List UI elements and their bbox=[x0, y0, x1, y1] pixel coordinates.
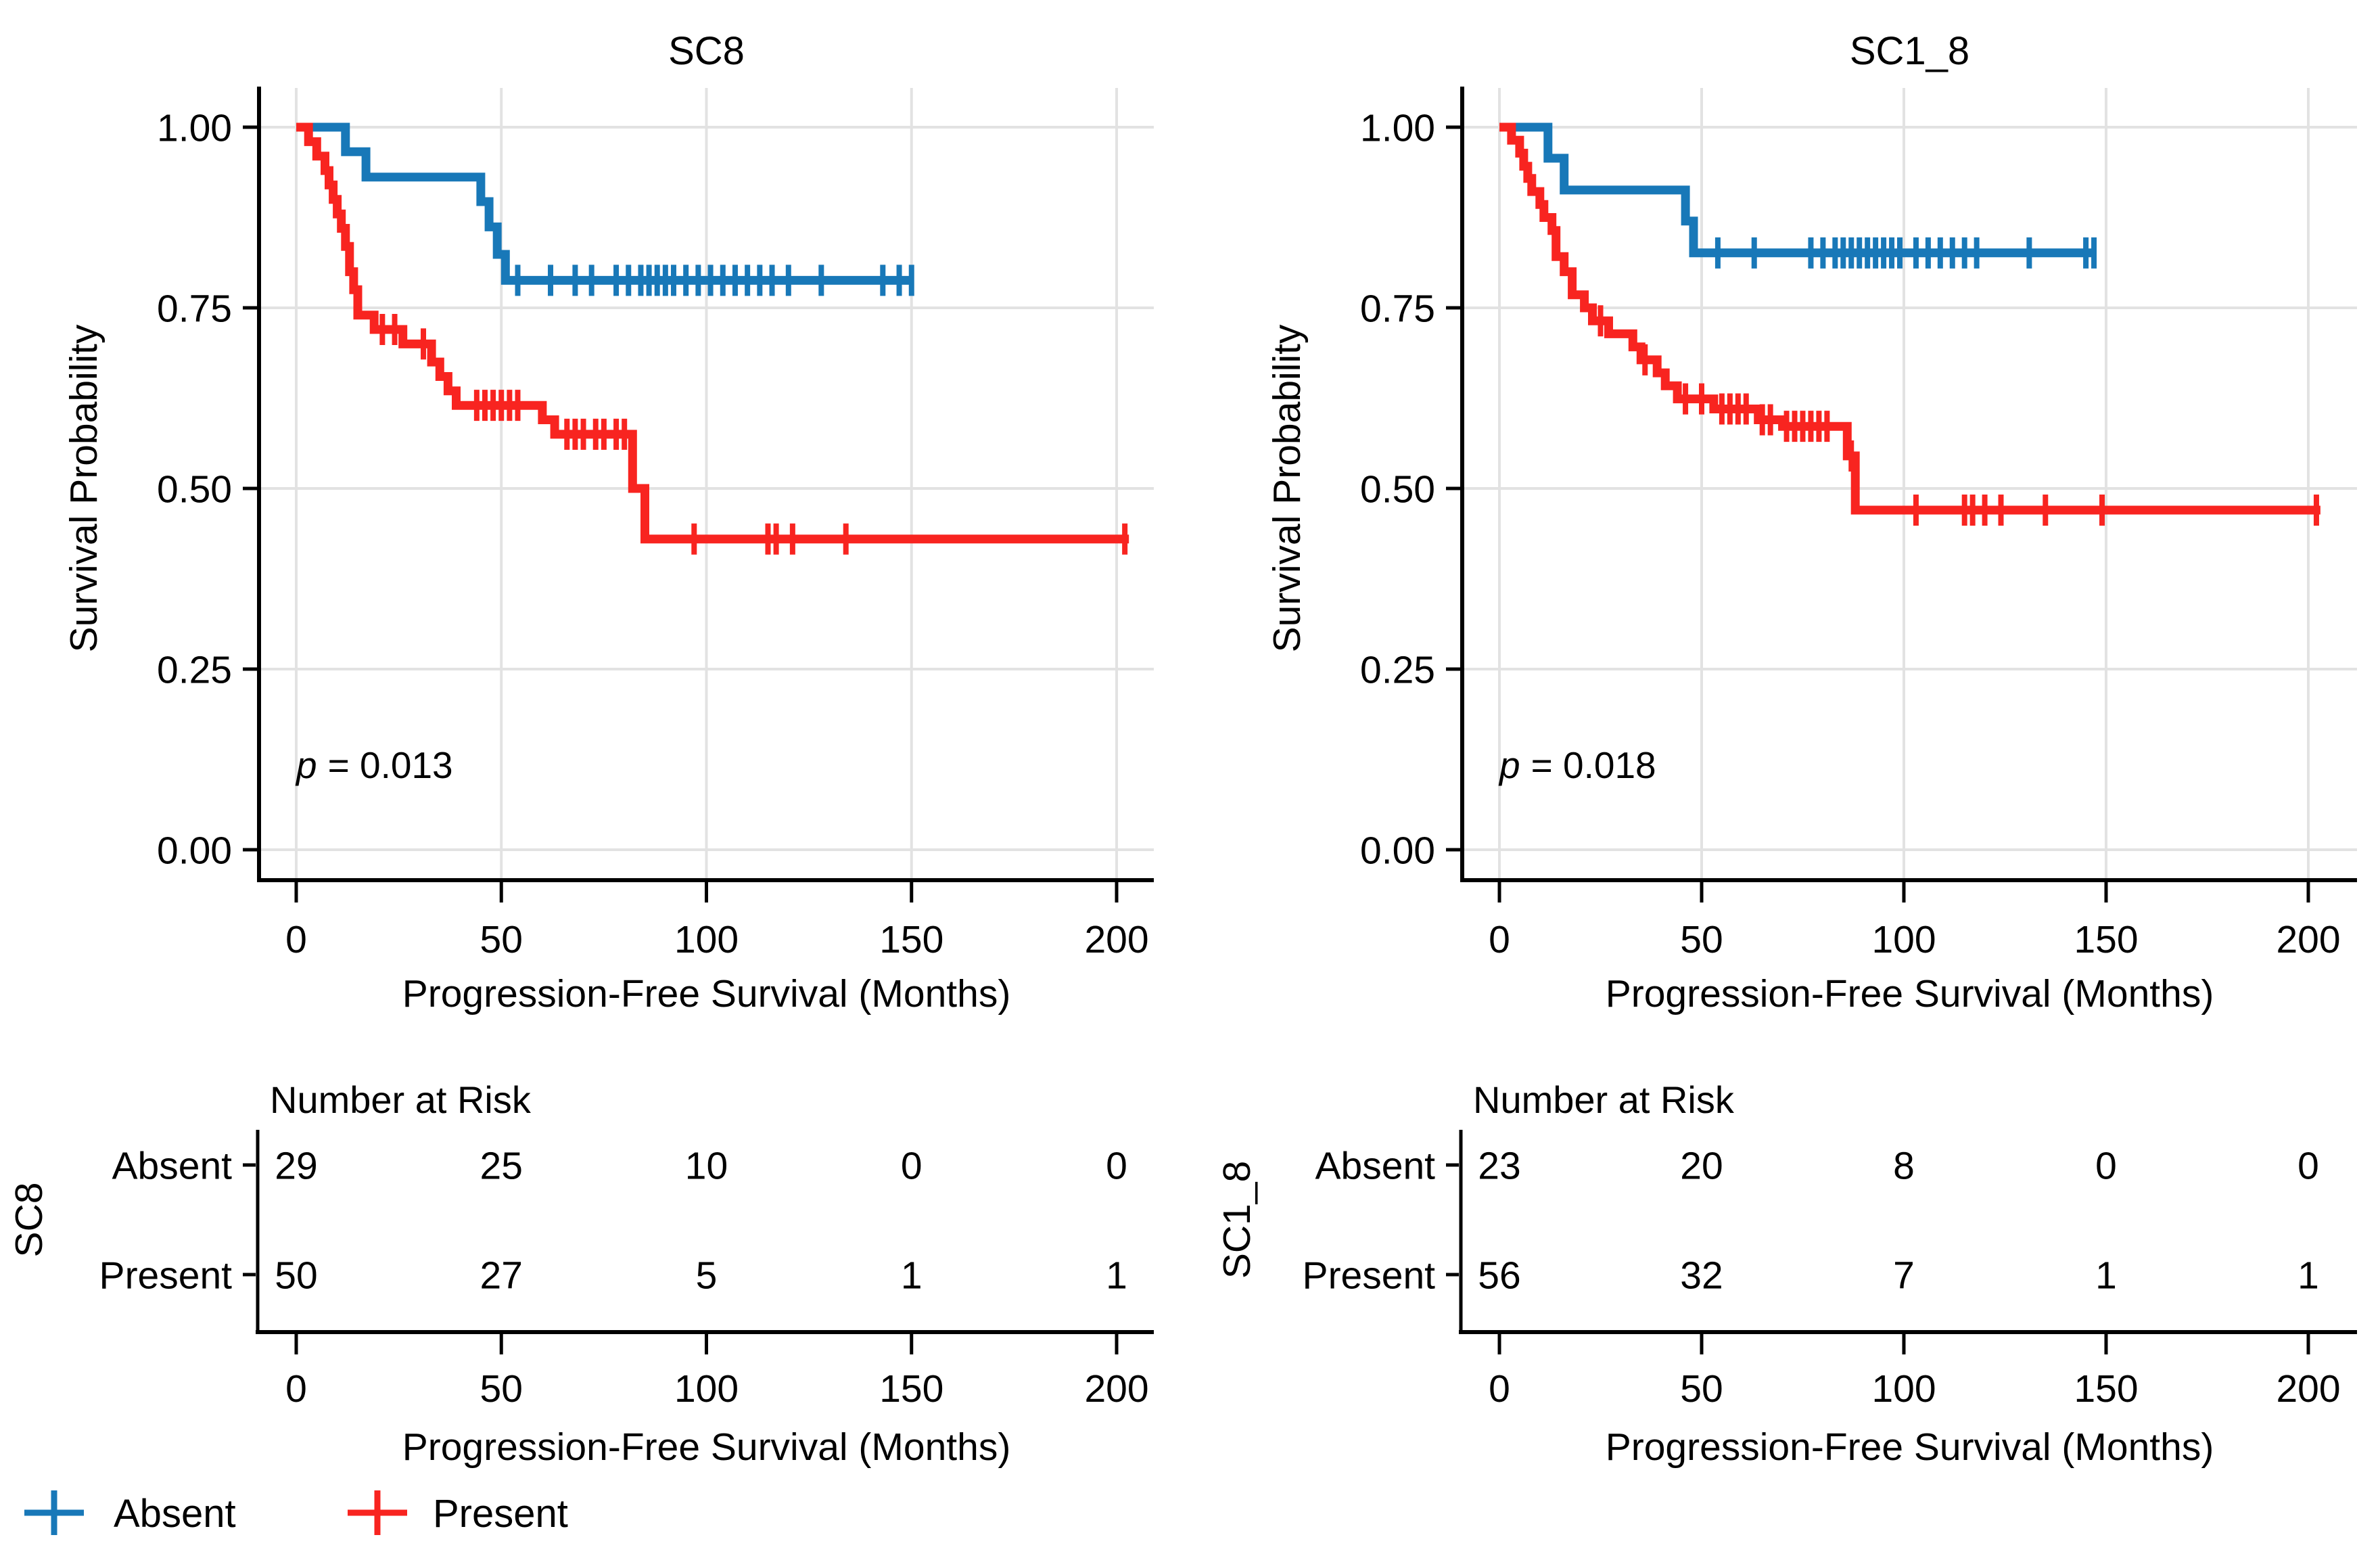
y-tick-label: 0.00 bbox=[1360, 829, 1435, 873]
legend-label: Absent bbox=[114, 1492, 236, 1536]
y-tick-label: 1.00 bbox=[157, 107, 232, 150]
risk-table-x-tick-label: 0 bbox=[285, 1367, 307, 1411]
risk-value: 0 bbox=[901, 1145, 923, 1188]
x-tick-label: 50 bbox=[480, 918, 523, 961]
risk-table-x-tick-label: 150 bbox=[879, 1367, 943, 1411]
risk-table-x-tick-label: 100 bbox=[1871, 1367, 1936, 1411]
x-tick-label: 200 bbox=[2276, 918, 2340, 961]
risk-row-label-absent: Absent bbox=[1315, 1145, 1436, 1188]
x-tick-label: 0 bbox=[285, 918, 307, 961]
y-axis-title: Survival Probability bbox=[62, 324, 106, 652]
legend-label: Present bbox=[433, 1492, 568, 1536]
grid-lines bbox=[1462, 88, 2357, 880]
risk-value: 7 bbox=[1893, 1254, 1915, 1298]
y-axis-title: Survival Probability bbox=[1265, 324, 1309, 652]
km-series-absent bbox=[1499, 122, 2097, 269]
legend-item-absent: Absent bbox=[24, 1490, 236, 1536]
risk-value: 23 bbox=[1478, 1145, 1520, 1188]
km-curve-absent bbox=[296, 122, 912, 285]
x-tick-label: 100 bbox=[674, 918, 739, 961]
risk-table-x-tick-label: 100 bbox=[674, 1367, 739, 1411]
risk-table-x-tick-label: 50 bbox=[480, 1367, 523, 1411]
risk-value: 20 bbox=[1680, 1145, 1723, 1188]
p-value-annotation: p = 0.013 bbox=[295, 744, 453, 786]
risk-table-heading: Number at Risk bbox=[270, 1078, 532, 1121]
x-tick-label: 150 bbox=[879, 918, 943, 961]
km-curve-present bbox=[1499, 122, 2320, 515]
x-tick-label: 100 bbox=[1871, 918, 1936, 961]
risk-value: 1 bbox=[2095, 1254, 2117, 1298]
risk-value: 1 bbox=[1106, 1254, 1127, 1298]
risk-table-x-axis-title: Progression-Free Survival (Months) bbox=[1606, 1425, 2214, 1469]
x-tick-label: 200 bbox=[1084, 918, 1148, 961]
y-tick-label: 0.75 bbox=[157, 288, 232, 331]
km-series-present bbox=[296, 122, 1129, 555]
risk-value: 50 bbox=[275, 1254, 317, 1298]
risk-value: 56 bbox=[1478, 1254, 1520, 1298]
risk-table-x-tick-label: 0 bbox=[1489, 1367, 1510, 1411]
risk-value: 29 bbox=[275, 1145, 317, 1188]
x-tick-label: 150 bbox=[2074, 918, 2138, 961]
risk-value: 0 bbox=[2095, 1145, 2117, 1188]
p-value-text: = 0.013 bbox=[328, 744, 453, 786]
risk-table-heading: Number at Risk bbox=[1473, 1078, 1735, 1121]
km-curve-absent bbox=[1499, 122, 2095, 258]
x-tick-label: 0 bbox=[1489, 918, 1510, 961]
risk-row-label-present: Present bbox=[1303, 1254, 1436, 1298]
km-series-present bbox=[1499, 122, 2320, 526]
risk-value: 5 bbox=[696, 1254, 718, 1298]
y-tick-label: 0.50 bbox=[1360, 468, 1435, 511]
x-tick-label: 50 bbox=[1680, 918, 1723, 961]
risk-table-x-tick-label: 150 bbox=[2074, 1367, 2138, 1411]
km-panel-sc1_8: 1.00 0.75 0.50 0.25 0.00 0 50 100 150 200 SC1_8 Sur… bbox=[1265, 29, 2357, 1015]
risk-value: 1 bbox=[901, 1254, 923, 1298]
risk-table-x-tick-label: 200 bbox=[2276, 1367, 2340, 1411]
risk-value: 25 bbox=[480, 1145, 523, 1188]
risk-table-x-tick-label: 200 bbox=[1084, 1367, 1148, 1411]
y-tick-label: 0.50 bbox=[157, 468, 232, 511]
x-axis-title: Progression-Free Survival (Months) bbox=[1606, 972, 2214, 1015]
risk-value: 0 bbox=[1106, 1145, 1127, 1188]
risk-value: 0 bbox=[2297, 1145, 2319, 1188]
legend: Absent Present bbox=[24, 1490, 568, 1536]
legend-item-present: Present bbox=[348, 1490, 568, 1536]
risk-table-x-tick-label: 50 bbox=[1680, 1367, 1723, 1411]
panel-title: SC8 bbox=[668, 29, 745, 73]
risk-value: 8 bbox=[1893, 1145, 1915, 1188]
p-value-symbol: p bbox=[295, 744, 317, 786]
risk-value: 1 bbox=[2297, 1254, 2319, 1298]
km-series-absent bbox=[296, 122, 914, 296]
y-tick-label: 0.75 bbox=[1360, 288, 1435, 331]
risk-row-label-absent: Absent bbox=[112, 1145, 233, 1188]
p-value-text: = 0.018 bbox=[1531, 744, 1656, 786]
risk-value: 27 bbox=[480, 1254, 523, 1298]
y-tick-label: 0.25 bbox=[157, 649, 232, 692]
y-tick-label: 0.25 bbox=[1360, 649, 1435, 692]
y-tick-label: 1.00 bbox=[1360, 107, 1435, 150]
risk-value: 32 bbox=[1680, 1254, 1723, 1298]
p-value-symbol: p bbox=[1498, 744, 1520, 786]
grid-lines bbox=[259, 88, 1154, 880]
risk-table-group-label: SC1_8 bbox=[1215, 1161, 1259, 1279]
panel-title: SC1_8 bbox=[1850, 29, 1969, 73]
km-curve-present bbox=[296, 122, 1129, 544]
risk-row-label-present: Present bbox=[99, 1254, 233, 1298]
p-value-annotation: p = 0.018 bbox=[1498, 744, 1656, 786]
risk-table-sc1_8: Number at Risk Absent 23 20 8 0 0 Present 56 32 7 1… bbox=[1215, 1078, 2357, 1469]
risk-table-group-label: SC8 bbox=[7, 1183, 51, 1258]
risk-table-x-axis-title: Progression-Free Survival (Months) bbox=[402, 1425, 1011, 1469]
x-axis-title: Progression-Free Survival (Months) bbox=[402, 972, 1011, 1015]
y-tick-label: 0.00 bbox=[157, 829, 232, 873]
km-panel-sc8: 1.00 0.75 0.50 0.25 0.00 0 50 100 150 200 SC8 Survi… bbox=[62, 29, 1154, 1015]
risk-value: 10 bbox=[685, 1145, 728, 1188]
